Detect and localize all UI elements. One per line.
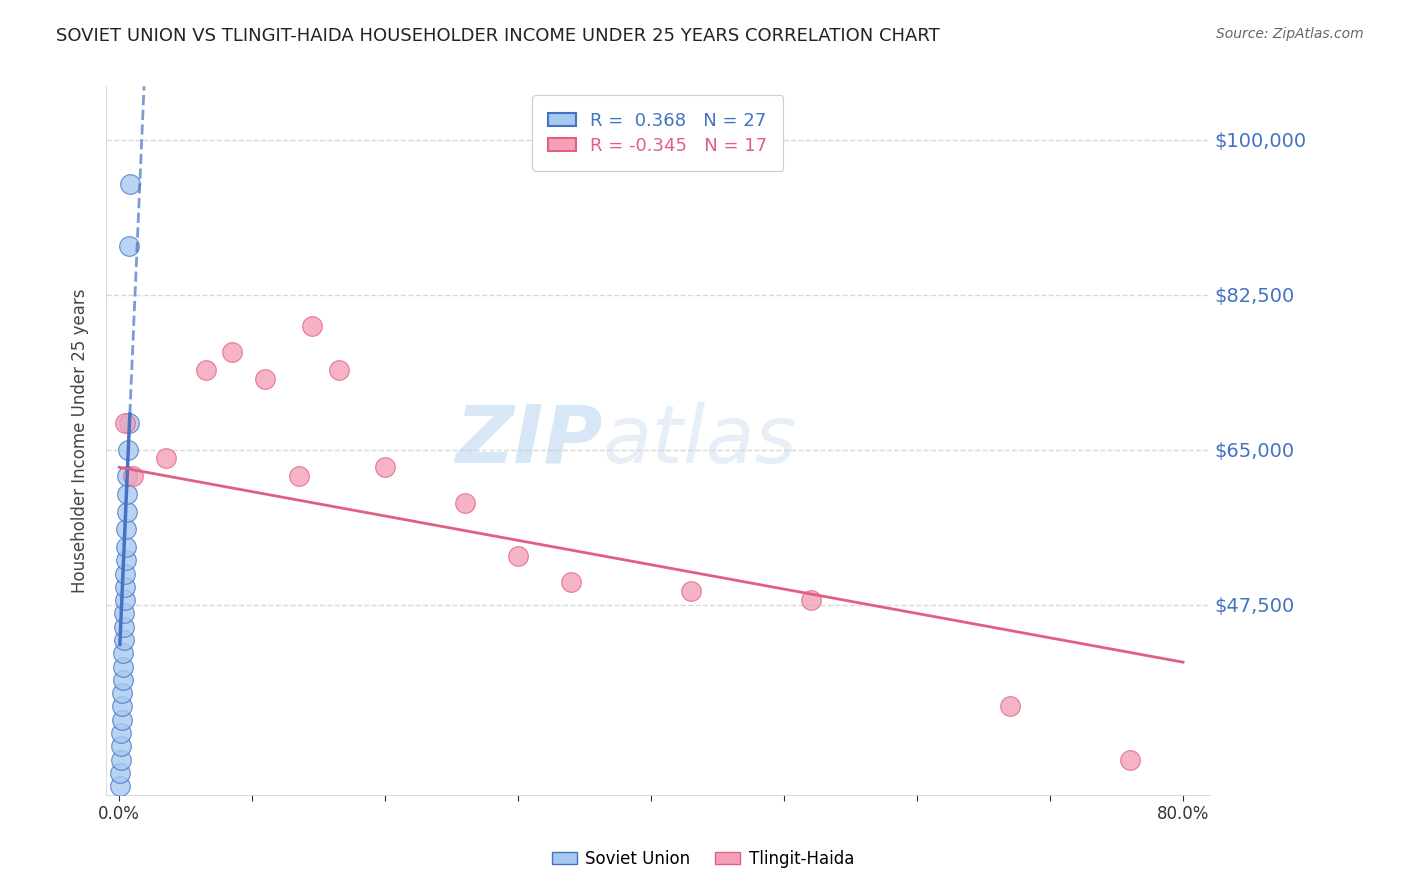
Point: [111, 686, 134, 700]
Text: ZIP: ZIP: [456, 401, 603, 480]
Text: Source: ZipAtlas.com: Source: ZipAtlas.com: [1216, 27, 1364, 41]
Point: [114, 416, 136, 430]
Point: [117, 416, 139, 430]
Point: [560, 575, 582, 590]
Legend: Soviet Union, Tlingit-Haida: Soviet Union, Tlingit-Haida: [546, 844, 860, 875]
Point: [254, 372, 277, 386]
Point: [998, 699, 1021, 714]
Point: [108, 779, 131, 793]
Point: [194, 363, 217, 377]
Point: [110, 765, 132, 780]
Point: [155, 451, 177, 466]
Y-axis label: Householder Income Under 25 years: Householder Income Under 25 years: [72, 288, 89, 593]
Point: [111, 699, 134, 714]
Point: [112, 620, 135, 634]
Point: [111, 659, 134, 673]
Point: [115, 522, 138, 536]
Text: SOVIET UNION VS TLINGIT-HAIDA HOUSEHOLDER INCOME UNDER 25 YEARS CORRELATION CHAR: SOVIET UNION VS TLINGIT-HAIDA HOUSEHOLDE…: [56, 27, 941, 45]
Point: [118, 239, 141, 253]
Point: [114, 553, 136, 567]
Legend: R =  0.368   N = 27, R = -0.345   N = 17: R = 0.368 N = 27, R = -0.345 N = 17: [533, 95, 783, 171]
Point: [114, 580, 136, 594]
Point: [115, 469, 138, 483]
Point: [1119, 753, 1142, 767]
Point: [374, 460, 396, 475]
Point: [110, 713, 132, 727]
Point: [221, 345, 243, 359]
Point: [114, 566, 136, 581]
Point: [121, 469, 143, 483]
Point: [301, 318, 323, 333]
Point: [115, 540, 138, 554]
Point: [115, 505, 138, 519]
Point: [115, 487, 138, 501]
Point: [454, 496, 477, 510]
Point: [110, 739, 132, 754]
Point: [110, 726, 132, 740]
Point: [118, 177, 141, 191]
Point: [112, 646, 135, 660]
Point: [679, 584, 702, 599]
Point: [114, 593, 136, 607]
Point: [328, 363, 350, 377]
Point: [117, 442, 139, 457]
Point: [800, 593, 823, 607]
Point: [287, 469, 309, 483]
Point: [508, 549, 530, 563]
Point: [110, 753, 132, 767]
Text: atlas: atlas: [603, 401, 797, 480]
Point: [112, 607, 135, 621]
Point: [112, 633, 135, 648]
Point: [111, 673, 134, 687]
